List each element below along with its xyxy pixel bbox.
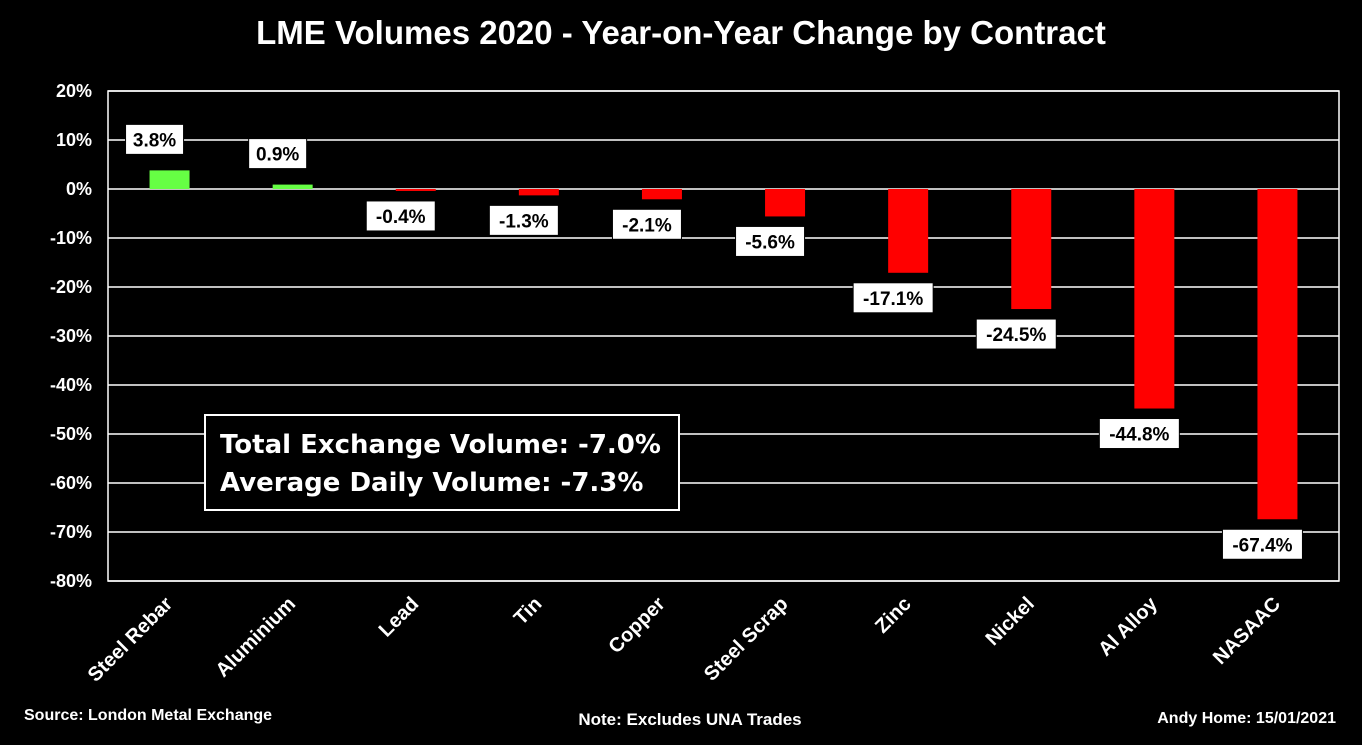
x-tick-label: Copper [604, 593, 669, 658]
author-date: Andy Home: 15/01/2021 [1157, 710, 1336, 727]
x-tick-label: Zinc [871, 593, 916, 638]
data-label: -67.4% [1232, 535, 1292, 556]
data-label: -44.8% [1109, 425, 1169, 446]
x-tick-label: Steel Rebar [84, 593, 178, 687]
data-label: -1.3% [499, 211, 549, 232]
x-tick-label: Aluminium [212, 593, 301, 682]
y-tick-label: -70% [50, 522, 92, 542]
data-label-box [365, 200, 436, 232]
data-label-box [975, 318, 1057, 350]
y-tick-label: -20% [50, 277, 92, 297]
exclusion-note: Note: Excludes UNA Trades [578, 710, 802, 729]
data-label: -2.1% [622, 215, 672, 236]
bar [1134, 189, 1175, 409]
y-tick-label: 0% [66, 179, 92, 199]
data-label-box [735, 225, 806, 257]
bar [149, 170, 190, 189]
y-tick-label: -30% [50, 326, 92, 346]
total-exchange-volume: Total Exchange Volume: -7.0% [220, 430, 661, 460]
data-label-box [125, 123, 185, 155]
average-daily-volume: Average Daily Volume: -7.3% [220, 468, 644, 498]
x-tick-label: Tin [510, 593, 547, 630]
x-tick-label: Nickel [982, 593, 1039, 650]
y-tick-label: -50% [50, 424, 92, 444]
y-tick-label: 10% [56, 130, 92, 150]
bar [518, 189, 559, 196]
data-label-box [852, 282, 934, 314]
y-tick-label: 20% [56, 81, 92, 101]
data-label: -5.6% [745, 232, 795, 253]
bar [641, 189, 682, 200]
bar [395, 189, 436, 191]
data-label: 0.9% [256, 145, 299, 166]
data-label-box [488, 204, 559, 236]
bar [1011, 189, 1052, 310]
bar [765, 189, 806, 217]
bar [888, 189, 929, 273]
x-tick-label: Steel Scrap [700, 593, 793, 686]
data-label: 3.8% [133, 130, 176, 151]
summary-box: Total Exchange Volume: -7.0% Average Dai… [204, 414, 680, 511]
data-label: -0.4% [376, 207, 426, 228]
data-label-box [248, 138, 308, 170]
data-label: -17.1% [863, 289, 923, 310]
y-tick-label: -40% [50, 375, 92, 395]
y-tick-label: -60% [50, 473, 92, 493]
data-label-box [1221, 528, 1303, 560]
plot-frame [107, 90, 1340, 582]
y-tick-label: -80% [50, 571, 92, 591]
data-label-box [611, 208, 682, 240]
data-label: -24.5% [986, 325, 1046, 346]
data-label-box [1098, 418, 1180, 450]
x-tick-label: Al Alloy [1094, 592, 1162, 660]
x-tick-label: Lead [375, 593, 424, 642]
x-tick-label: NASAAC [1209, 593, 1285, 669]
bar [272, 184, 313, 189]
bar [1257, 189, 1298, 520]
chart-title: LME Volumes 2020 - Year-on-Year Change b… [256, 14, 1106, 51]
source-note: Source: London Metal Exchange [24, 707, 273, 724]
y-tick-label: -10% [50, 228, 92, 248]
